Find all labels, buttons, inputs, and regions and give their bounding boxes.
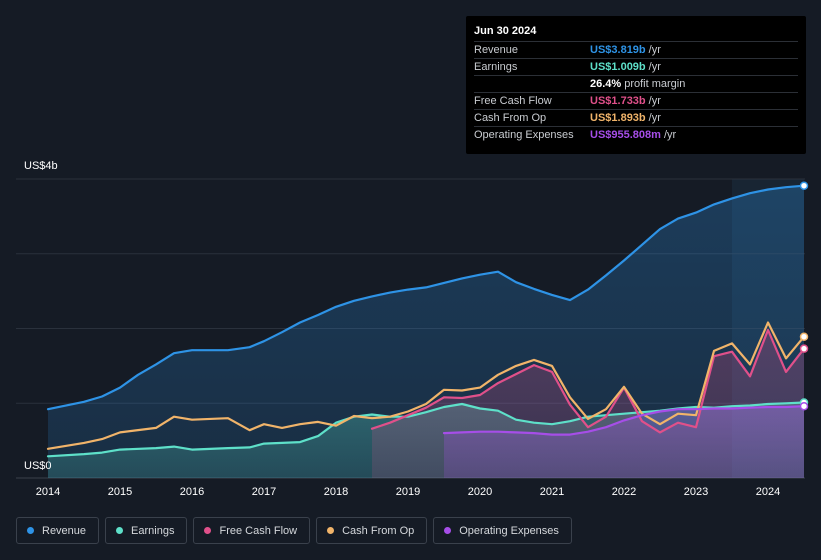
series-end-marker: [799, 332, 809, 341]
tooltip-date: Jun 30 2024: [474, 25, 537, 37]
legend-dot-icon: [27, 527, 34, 534]
legend-item[interactable]: Revenue: [16, 517, 100, 544]
x-tick-label: 2021: [540, 486, 564, 498]
x-tick-label: 2020: [468, 486, 492, 498]
legend-dot-icon: [444, 527, 452, 534]
tooltip-row: 26.4% profit margin: [474, 75, 798, 92]
tooltip-row: Free Cash Flow US$1.733b/yr: [474, 92, 798, 109]
tooltip-row-label: Cash From Op: [474, 112, 547, 124]
tooltip-row-value: 26.4%: [590, 78, 622, 90]
series-line: [370, 328, 806, 434]
x-tick-label: 2018: [324, 486, 348, 498]
tooltip-row-label: [474, 76, 590, 92]
tooltip-row: Operating Expenses US$955.808m/yr: [474, 126, 798, 143]
x-tick-label: 2019: [396, 486, 420, 498]
series-line: [46, 184, 806, 411]
x-tick-label: 2015: [108, 486, 132, 498]
tooltip-row: Revenue US$3.819b/yr: [474, 41, 798, 58]
series-end-marker: [799, 181, 809, 190]
legend-item[interactable]: Cash From Op: [316, 517, 428, 544]
series-lines: [46, 184, 806, 458]
series-area: [444, 406, 804, 478]
legend-label: Revenue: [42, 524, 87, 537]
series-end-marker: [799, 344, 809, 353]
series-line: [442, 405, 806, 436]
tooltip-row-label: Free Cash Flow: [474, 95, 552, 107]
legend-label: Earnings: [131, 524, 175, 537]
hover-tooltip: Jun 30 2024 Revenue US$3.819b/yr Earnings U…: [466, 16, 806, 154]
y-axis-top-label: US$4b: [24, 160, 58, 172]
tooltip-row: Cash From Op US$1.893b/yr: [474, 109, 798, 126]
legend-label: Cash From Op: [342, 524, 415, 537]
legend-dot-icon: [204, 527, 212, 534]
tooltip-row-value: US$1.893b: [590, 112, 646, 124]
series-end-marker: [799, 401, 809, 411]
series-end-markers: [799, 181, 809, 411]
legend-item[interactable]: Operating Expenses: [433, 517, 572, 544]
tooltip-row-unit: /yr: [648, 112, 661, 124]
tooltip-row-label: Earnings: [474, 61, 518, 73]
tooltip-row-value: US$1.733b: [590, 95, 646, 107]
tooltip-row-label: Revenue: [474, 44, 519, 56]
tooltip-row-unit: /yr: [648, 95, 661, 107]
legend-dot-icon: [327, 527, 335, 534]
tooltip-row-unit: profit margin: [624, 78, 686, 90]
tooltip-row: Earnings US$1.009b/yr: [474, 58, 798, 75]
tooltip-rows: Revenue US$3.819b/yr Earnings US$1.009b/yr 2…: [474, 41, 798, 143]
tooltip-row-label: Operating Expenses: [474, 129, 574, 141]
series-line: [46, 321, 806, 450]
series-areas: [48, 185, 804, 478]
x-tick-label: 2022: [612, 486, 636, 498]
tooltip-row-unit: /yr: [648, 61, 661, 73]
tooltip-row-unit: /yr: [663, 129, 677, 141]
y-axis-bottom-label: US$0: [24, 460, 52, 472]
legend-item[interactable]: Free Cash Flow: [193, 517, 311, 544]
tooltip-row-unit: /yr: [648, 44, 661, 56]
x-tick-label: 2023: [684, 486, 708, 498]
tooltip-row-value: US$955.808m: [590, 129, 661, 141]
legend-label: Free Cash Flow: [219, 524, 298, 537]
x-tick-label: 2024: [756, 486, 780, 498]
x-tick-label: 2014: [36, 486, 60, 498]
legend-item[interactable]: Earnings: [105, 517, 188, 544]
legend-dot-icon: [116, 527, 124, 534]
chart-legend: Revenue Earnings Free Cash Flow Cash From O…: [16, 517, 572, 544]
x-tick-label: 2016: [180, 486, 204, 498]
tooltip-row-value: US$1.009b: [590, 61, 646, 73]
series-line: [46, 401, 806, 458]
tooltip-row-value: US$3.819b: [590, 44, 646, 56]
x-axis-ticks: 2014 2015 2016 2017 2018 2019 2020 2021 2022 2023…: [36, 486, 780, 498]
legend-label: Operating Expenses: [459, 524, 559, 537]
x-tick-label: 2017: [252, 486, 276, 498]
